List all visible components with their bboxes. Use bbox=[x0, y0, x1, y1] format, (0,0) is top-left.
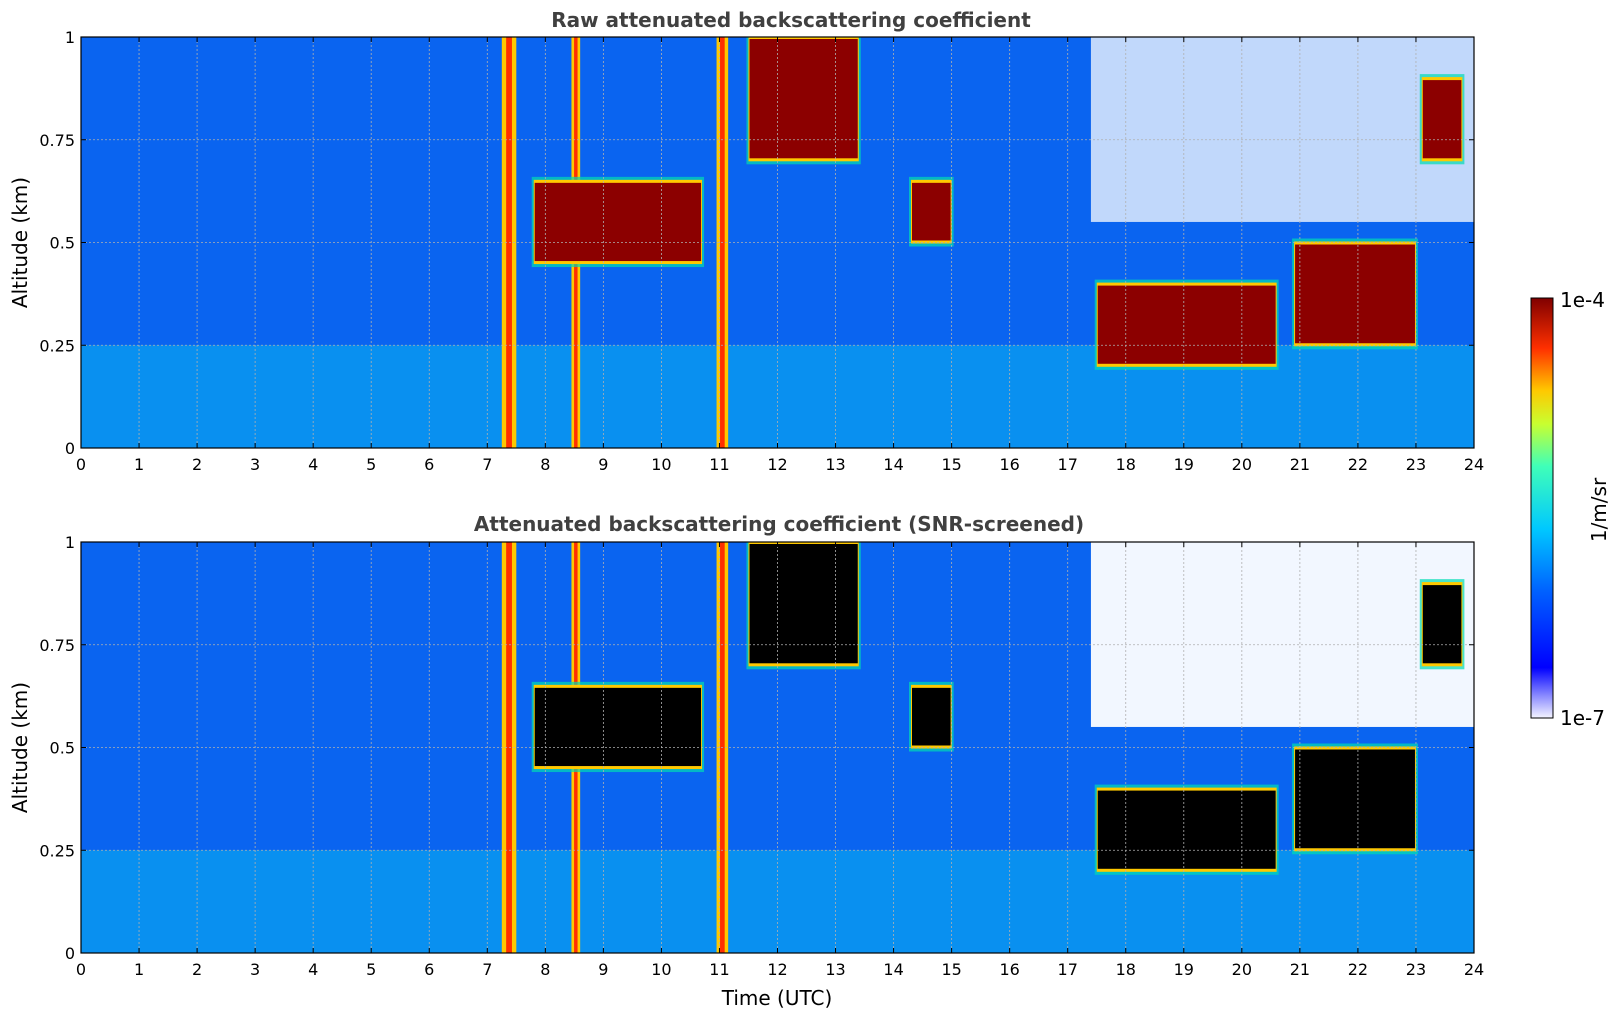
upper-sparse-region bbox=[1090, 37, 1474, 222]
x-tick-label: 3 bbox=[250, 960, 260, 979]
x-tick-label: 10 bbox=[651, 960, 671, 979]
x-tick-label: 4 bbox=[308, 960, 318, 979]
cloud-core bbox=[1422, 585, 1462, 664]
x-tick-label: 4 bbox=[308, 455, 318, 474]
cloud-core bbox=[534, 687, 702, 767]
x-tick-label: 21 bbox=[1290, 960, 1310, 979]
x-tick-label: 9 bbox=[598, 960, 608, 979]
bottom-x-ticks: 0 1 2 3 4 5 6 7 8 9 10 11 12 13 14 15 16 17 18 19 20 21 22 23 24 bbox=[76, 542, 1484, 979]
bottom-grid bbox=[81, 542, 1474, 953]
x-tick-label: 13 bbox=[825, 960, 845, 979]
x-tick-label: 17 bbox=[1058, 960, 1078, 979]
x-tick-label: 11 bbox=[709, 960, 729, 979]
x-tick-label: 16 bbox=[999, 455, 1019, 474]
colorbar-max-label: 1e-4 bbox=[1560, 288, 1605, 312]
x-tick-label: 14 bbox=[883, 960, 903, 979]
x-tick-label: 0 bbox=[76, 455, 86, 474]
colorbar bbox=[1530, 297, 1554, 719]
top-panel: 0 1 2 3 4 5 6 7 8 9 10 11 12 13 14 15 16 17 18 19 20 21 22 23 24… bbox=[39, 28, 1484, 474]
cloud-core bbox=[1295, 244, 1415, 344]
y-tick-label: 0.5 bbox=[50, 739, 75, 758]
top-y-ticks: 0 0.25 0.5 0.75 1 bbox=[39, 28, 1474, 458]
top-x-ticks: 0 1 2 3 4 5 6 7 8 9 10 11 12 13 14 15 16 17 18 19 20 21 22 23 24 bbox=[76, 37, 1484, 474]
x-tick-label: 15 bbox=[941, 455, 961, 474]
bottom-y-ticks: 0 0.25 0.5 0.75 1 bbox=[39, 533, 1474, 963]
x-tick-label: 10 bbox=[651, 455, 671, 474]
cloud-core bbox=[1422, 80, 1462, 159]
x-tick-label: 0 bbox=[76, 960, 86, 979]
y-tick-label: 0.25 bbox=[39, 841, 75, 860]
x-tick-label: 2 bbox=[192, 455, 202, 474]
bottom-y-axis-label: Altitude (km) bbox=[8, 682, 32, 813]
x-tick-label: 24 bbox=[1464, 455, 1484, 474]
x-tick-label: 19 bbox=[1174, 960, 1194, 979]
cloud-core bbox=[749, 544, 858, 664]
top-y-axis-label: Altitude (km) bbox=[8, 177, 32, 308]
x-axis-label: Time (UTC) bbox=[721, 986, 833, 1010]
x-tick-label: 17 bbox=[1058, 455, 1078, 474]
cloud-core bbox=[1295, 749, 1415, 849]
x-tick-label: 5 bbox=[366, 960, 376, 979]
x-tick-label: 7 bbox=[482, 455, 492, 474]
x-tick-label: 20 bbox=[1232, 455, 1252, 474]
x-tick-label: 1 bbox=[134, 455, 144, 474]
x-tick-label: 7 bbox=[482, 960, 492, 979]
cloud-core bbox=[911, 687, 951, 746]
x-tick-label: 6 bbox=[424, 960, 434, 979]
y-tick-label: 0.75 bbox=[39, 131, 75, 150]
x-tick-label: 18 bbox=[1116, 455, 1136, 474]
x-tick-label: 8 bbox=[540, 960, 550, 979]
x-tick-label: 21 bbox=[1290, 455, 1310, 474]
x-tick-label: 18 bbox=[1116, 960, 1136, 979]
upper-sparse-region bbox=[1090, 542, 1474, 727]
cloud-core bbox=[911, 182, 951, 241]
x-tick-label: 12 bbox=[767, 960, 787, 979]
cloud-core bbox=[534, 182, 702, 262]
top-grid bbox=[81, 37, 1474, 448]
y-tick-label: 0.5 bbox=[50, 234, 75, 253]
x-tick-label: 8 bbox=[540, 455, 550, 474]
cloud-core bbox=[1097, 790, 1276, 869]
x-tick-label: 14 bbox=[883, 455, 903, 474]
colorbar-label: 1/m/sr bbox=[1587, 477, 1611, 542]
x-tick-label: 16 bbox=[999, 960, 1019, 979]
y-tick-label: 0 bbox=[65, 944, 75, 963]
y-tick-label: 0 bbox=[65, 439, 75, 458]
colorbar-min-label: 1e-7 bbox=[1560, 706, 1605, 730]
x-tick-label: 5 bbox=[366, 455, 376, 474]
y-tick-label: 1 bbox=[65, 533, 75, 552]
x-tick-label: 13 bbox=[825, 455, 845, 474]
x-tick-label: 2 bbox=[192, 960, 202, 979]
bottom-panel: 0 1 2 3 4 5 6 7 8 9 10 11 12 13 14 15 16 17 18 19 20 21 22 23 24… bbox=[39, 533, 1484, 979]
x-tick-label: 11 bbox=[709, 455, 729, 474]
cloud-core bbox=[1097, 285, 1276, 364]
x-tick-label: 23 bbox=[1406, 960, 1426, 979]
x-tick-label: 9 bbox=[598, 455, 608, 474]
x-tick-label: 22 bbox=[1348, 960, 1368, 979]
x-tick-label: 12 bbox=[767, 455, 787, 474]
bottom-panel-title: Attenuated backscattering coefficient (S… bbox=[474, 512, 1084, 536]
x-tick-label: 23 bbox=[1406, 455, 1426, 474]
x-tick-label: 3 bbox=[250, 455, 260, 474]
x-tick-label: 20 bbox=[1232, 960, 1252, 979]
y-tick-label: 0.75 bbox=[39, 636, 75, 655]
x-tick-label: 19 bbox=[1174, 455, 1194, 474]
x-tick-label: 15 bbox=[941, 960, 961, 979]
x-tick-label: 1 bbox=[134, 960, 144, 979]
y-tick-label: 0.25 bbox=[39, 336, 75, 355]
x-tick-label: 24 bbox=[1464, 960, 1484, 979]
x-tick-label: 22 bbox=[1348, 455, 1368, 474]
cloud-core bbox=[749, 39, 858, 159]
x-tick-label: 6 bbox=[424, 455, 434, 474]
y-tick-label: 1 bbox=[65, 28, 75, 47]
top-panel-title: Raw attenuated backscattering coefficien… bbox=[551, 8, 1031, 32]
